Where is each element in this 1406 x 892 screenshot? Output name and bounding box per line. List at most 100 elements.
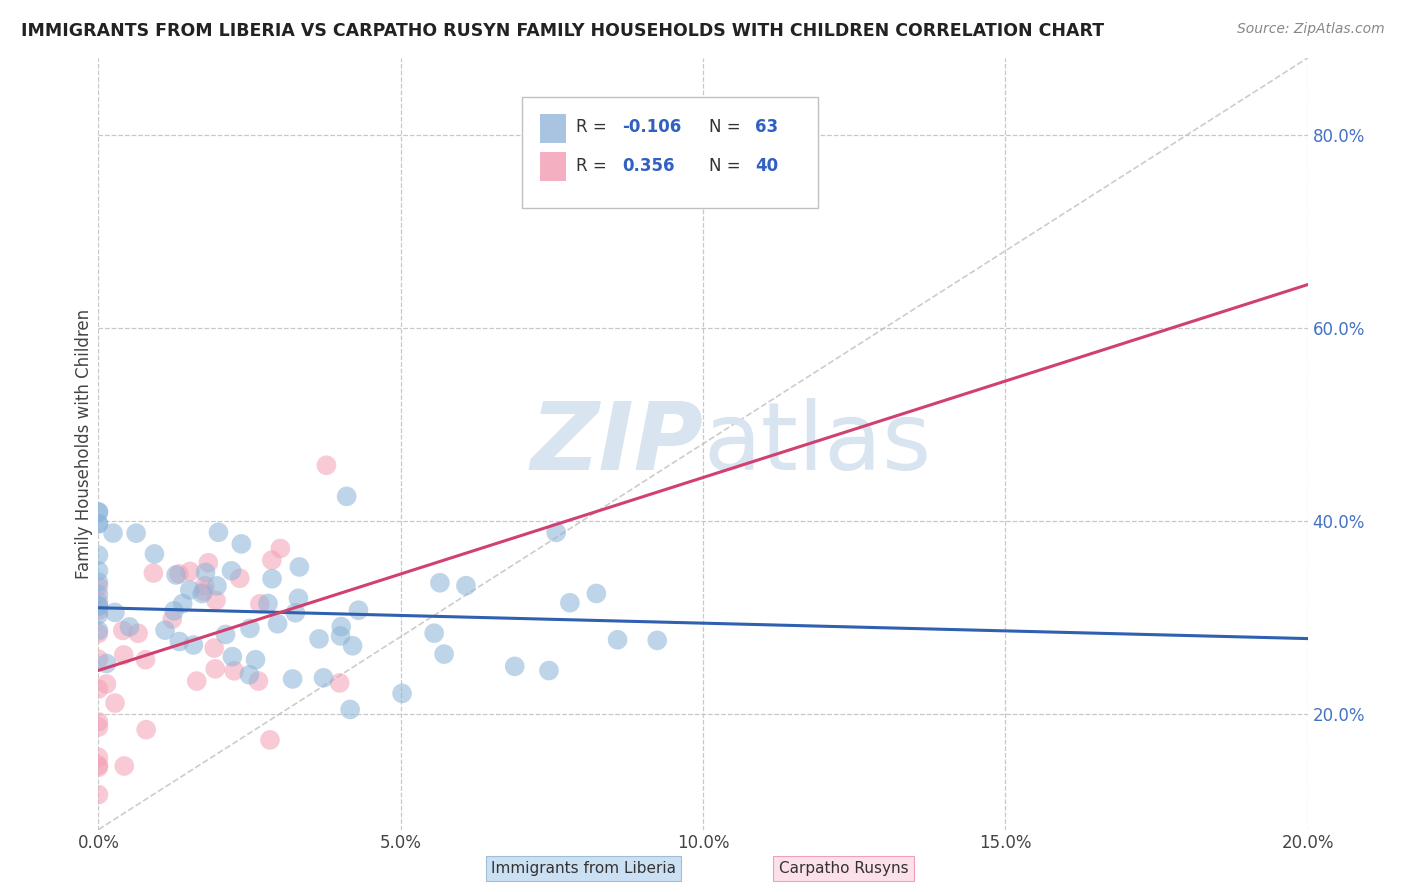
Point bbox=[169, 634, 191, 648]
Point bbox=[312, 671, 335, 685]
Text: IMMIGRANTS FROM LIBERIA VS CARPATHO RUSYN FAMILY HOUSEHOLDS WITH CHILDREN CORREL: IMMIGRANTS FROM LIBERIA VS CARPATHO RUSY… bbox=[21, 22, 1104, 40]
Point bbox=[165, 568, 187, 582]
Point bbox=[266, 616, 288, 631]
Point bbox=[87, 750, 110, 764]
FancyBboxPatch shape bbox=[540, 153, 567, 181]
Text: Source: ZipAtlas.com: Source: ZipAtlas.com bbox=[1237, 22, 1385, 37]
Point bbox=[247, 674, 270, 689]
Point bbox=[197, 556, 219, 570]
Point bbox=[245, 653, 267, 667]
Point bbox=[87, 599, 110, 614]
Point bbox=[239, 621, 262, 635]
Point bbox=[260, 572, 283, 586]
Point bbox=[87, 652, 110, 666]
Point bbox=[221, 564, 243, 578]
Point bbox=[127, 626, 149, 640]
Point bbox=[87, 505, 110, 519]
Point bbox=[183, 638, 205, 652]
Point bbox=[284, 606, 307, 620]
Point bbox=[269, 541, 291, 556]
Point bbox=[231, 537, 253, 551]
Point bbox=[111, 624, 134, 638]
Point bbox=[281, 672, 304, 686]
Point bbox=[204, 662, 226, 676]
Point bbox=[162, 612, 184, 626]
Point bbox=[87, 580, 110, 594]
Point bbox=[101, 526, 124, 541]
Point bbox=[214, 627, 236, 641]
Text: N =: N = bbox=[709, 119, 747, 136]
Point bbox=[179, 565, 201, 579]
Point bbox=[423, 626, 446, 640]
Point bbox=[308, 632, 330, 646]
Point bbox=[142, 566, 165, 580]
Point bbox=[339, 702, 361, 716]
Point bbox=[194, 579, 217, 593]
Point bbox=[143, 547, 166, 561]
Text: -0.106: -0.106 bbox=[621, 119, 682, 136]
Point bbox=[87, 788, 110, 802]
Point bbox=[87, 607, 110, 622]
Point bbox=[87, 760, 110, 774]
Point bbox=[87, 714, 110, 729]
Point bbox=[205, 579, 228, 593]
Point bbox=[191, 586, 214, 600]
Text: R =: R = bbox=[576, 157, 612, 175]
Y-axis label: Family Households with Children: Family Households with Children bbox=[75, 309, 93, 579]
Point bbox=[329, 629, 352, 643]
Text: N =: N = bbox=[709, 157, 747, 175]
Text: R =: R = bbox=[576, 119, 612, 136]
Text: Immigrants from Liberia: Immigrants from Liberia bbox=[491, 861, 676, 876]
Point bbox=[163, 604, 186, 618]
FancyBboxPatch shape bbox=[522, 96, 818, 209]
Point bbox=[238, 667, 260, 681]
Text: 40: 40 bbox=[755, 157, 778, 175]
Point bbox=[194, 566, 217, 580]
Point bbox=[87, 624, 110, 638]
Point bbox=[259, 733, 281, 747]
Text: Carpatho Rusyns: Carpatho Rusyns bbox=[779, 861, 908, 876]
Point bbox=[429, 575, 451, 590]
Point bbox=[167, 566, 190, 581]
Point bbox=[87, 575, 110, 590]
Point bbox=[87, 720, 110, 734]
Point bbox=[186, 674, 208, 689]
Point bbox=[454, 579, 477, 593]
Point bbox=[249, 597, 271, 611]
Point bbox=[585, 586, 607, 600]
Point bbox=[87, 758, 110, 772]
Point bbox=[202, 640, 225, 655]
Point bbox=[537, 664, 560, 678]
Text: atlas: atlas bbox=[703, 398, 931, 490]
FancyBboxPatch shape bbox=[540, 113, 567, 143]
Text: 0.356: 0.356 bbox=[621, 157, 675, 175]
Point bbox=[342, 639, 364, 653]
Point bbox=[134, 653, 156, 667]
Point bbox=[87, 595, 110, 609]
Point bbox=[205, 593, 228, 607]
Point bbox=[135, 723, 157, 737]
Point bbox=[287, 591, 309, 606]
Point bbox=[224, 664, 246, 678]
Point bbox=[87, 564, 110, 578]
Point bbox=[347, 603, 370, 617]
Point bbox=[503, 659, 526, 673]
Text: ZIP: ZIP bbox=[530, 398, 703, 490]
Point bbox=[104, 606, 127, 620]
Point bbox=[221, 649, 243, 664]
Point bbox=[172, 597, 194, 611]
Point bbox=[207, 525, 229, 540]
Point bbox=[315, 458, 337, 473]
Point bbox=[329, 676, 352, 690]
Point bbox=[87, 505, 110, 519]
Point bbox=[87, 516, 110, 531]
Point bbox=[288, 560, 311, 574]
Point bbox=[433, 647, 456, 661]
Point bbox=[87, 548, 110, 562]
Point bbox=[391, 686, 413, 700]
Point bbox=[546, 525, 568, 540]
Point bbox=[87, 516, 110, 531]
Point bbox=[96, 677, 118, 691]
Point bbox=[87, 603, 110, 617]
Point bbox=[229, 571, 252, 585]
